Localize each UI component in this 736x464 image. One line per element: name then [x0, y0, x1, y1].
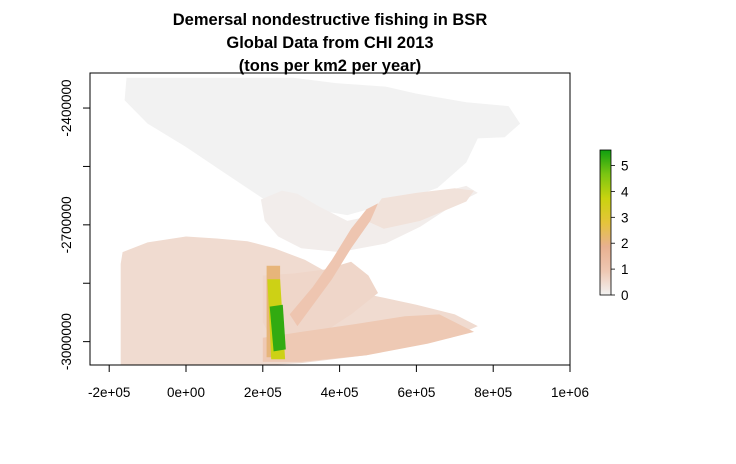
colorbar-ramp: [599, 149, 612, 296]
heatmap-layer: [120, 77, 521, 365]
y-axis: -2400000 -2700000 -3000000: [59, 80, 91, 370]
title-line-1: Demersal nondestructive fishing in BSR: [173, 11, 488, 29]
y-tick-label: -2700000: [59, 196, 74, 253]
colorbar-tick-label: 4: [621, 184, 629, 199]
region-no-data-landmass: [124, 77, 521, 216]
colorbar-legend: 0 1 2 3 4 5: [599, 149, 629, 303]
colorbar-tick-label: 5: [621, 159, 629, 174]
colorbar-tick-label: 0: [621, 288, 629, 303]
chart-title: Demersal nondestructive fishing in BSR G…: [173, 11, 488, 75]
x-tick-label: 1e+06: [551, 385, 589, 400]
x-tick-label: 0e+00: [167, 385, 205, 400]
x-tick-label: 4e+05: [321, 385, 359, 400]
region-diagonal-strip: [289, 203, 378, 327]
x-tick-label: -2e+05: [88, 385, 130, 400]
x-tick-label: 6e+05: [397, 385, 435, 400]
y-tick-label: -3000000: [59, 313, 74, 370]
region-east-arm-low: [366, 188, 474, 229]
title-line-3: (tons per km2 per year): [239, 57, 421, 75]
colorbar-tick-label: 3: [621, 210, 629, 225]
y-tick-label: -2400000: [59, 80, 74, 137]
x-tick-label: 8e+05: [474, 385, 512, 400]
region-strip-peak: [269, 304, 286, 352]
colorbar-tick-label: 2: [621, 236, 629, 251]
title-line-2: Global Data from CHI 2013: [226, 34, 433, 52]
region-southern-band: [262, 314, 474, 362]
colorbar-tick-label: 1: [621, 262, 629, 277]
region-central-basin: [262, 261, 378, 344]
x-tick-label: 2e+05: [244, 385, 282, 400]
x-axis: -2e+05 0e+00 2e+05 4e+05 6e+05 8e+05 1e+06: [88, 364, 589, 400]
